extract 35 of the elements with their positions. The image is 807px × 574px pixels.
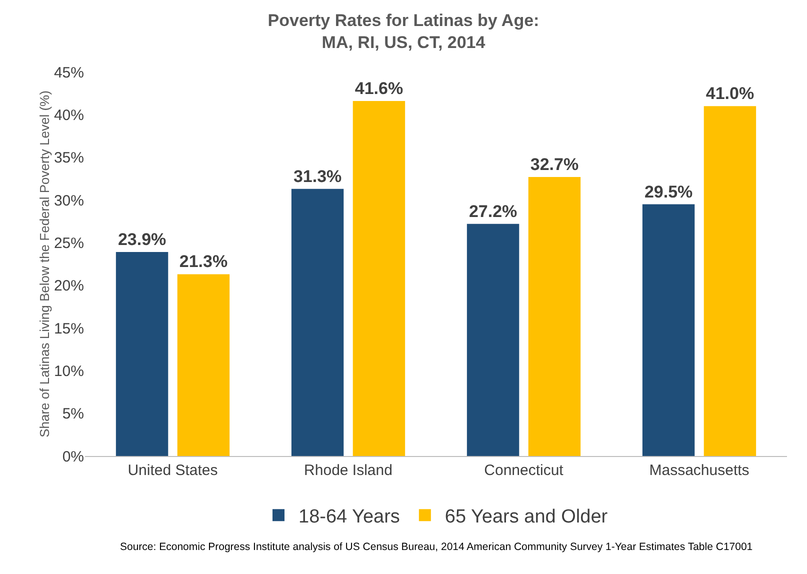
bar: [704, 106, 756, 456]
x-tick-label: Connecticut: [484, 462, 564, 479]
y-tick-label: 15%: [54, 320, 84, 338]
y-tick-label: 35%: [54, 150, 84, 167]
bar: [528, 176, 581, 456]
y-tick-label: 40%: [54, 106, 84, 124]
legend-label: 18-64 Years: [298, 506, 400, 528]
data-label: 23.9%: [118, 230, 166, 250]
data-label: 29.5%: [644, 182, 693, 202]
y-tick-label: 20%: [54, 278, 84, 295]
y-tick-label: 30%: [54, 192, 84, 210]
source-note: Source: Economic Progress Institute analysis of US Census Bureau, 2014 American Community Survey 1-Year Estimates Table C17001: [120, 541, 753, 553]
y-tick-label: 25%: [54, 234, 84, 252]
y-tick-label: 10%: [54, 362, 84, 380]
bar: [352, 101, 406, 456]
bar: [466, 224, 520, 456]
data-label: 41.6%: [354, 79, 404, 98]
data-label: 32.7%: [530, 154, 579, 174]
data-label: 31.3%: [293, 166, 342, 186]
bar: [116, 252, 168, 456]
y-tick-label: 5%: [62, 406, 84, 423]
bar: [177, 274, 230, 456]
data-label: 41.0%: [706, 84, 754, 104]
chart-title: Poverty Rates for Latinas by Age: MA, RI, US, CT, 2014: [268, 10, 540, 52]
bar: [642, 204, 695, 456]
data-label: 27.2%: [468, 202, 518, 221]
bar: [291, 188, 344, 456]
x-tick-label: Rhode Island: [304, 462, 392, 479]
x-tick-label: Massachusetts: [649, 462, 750, 479]
y-tick-label: 45%: [54, 64, 84, 82]
y-axis-title: Share of Latinas Living Below the Federal Poverty Level (%): [36, 90, 52, 438]
x-tick-label: United States: [128, 462, 218, 479]
data-label: 21.3%: [179, 252, 228, 272]
legend-label: 65 Years and Older: [444, 506, 608, 528]
y-tick-label: 0%: [62, 448, 84, 466]
